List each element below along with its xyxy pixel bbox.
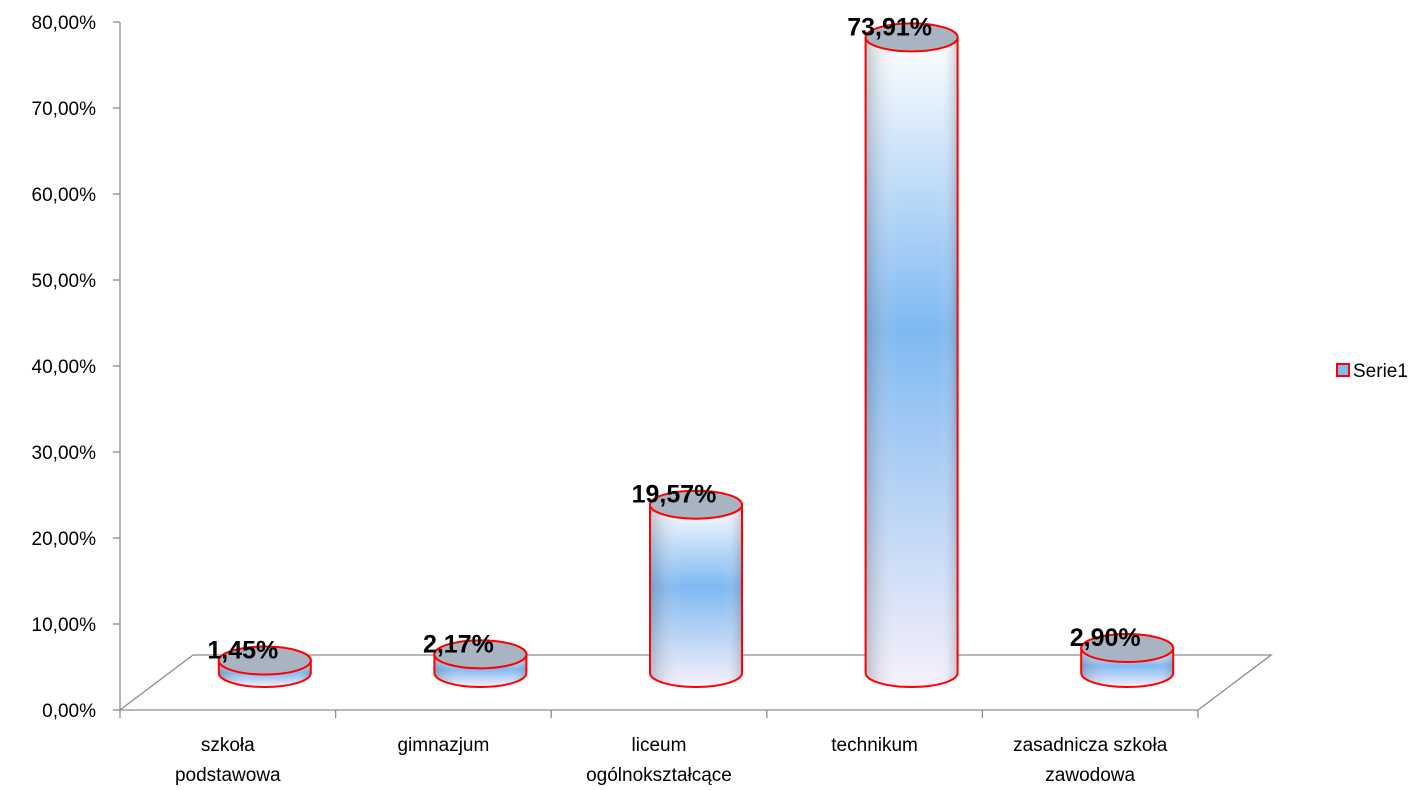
y-tick-label: 60,00% [32, 185, 97, 206]
y-tick-label: 10,00% [32, 615, 97, 636]
data-label: 2,90% [1070, 624, 1141, 652]
x-tick-label: zasadnicza szkoła zawodowa [1013, 735, 1168, 786]
bar [864, 22, 959, 688]
data-label: 73,91% [847, 13, 932, 41]
legend-label: Serie1 [1353, 361, 1408, 382]
bar-top [864, 22, 959, 53]
bar-body-outline [864, 36, 959, 688]
bars [217, 22, 1175, 688]
bar [433, 639, 528, 688]
bar-top [433, 639, 528, 670]
x-tick-label: liceum ogólnokształcące [586, 735, 732, 786]
data-labels: 1,45% 2,17% 19,57% 73,91% 2,90% [207, 13, 1140, 664]
y-tick-label: 30,00% [32, 443, 97, 464]
x-tick-label: gimnazjum [397, 735, 489, 756]
bar [649, 489, 743, 688]
bar-top [1080, 633, 1175, 664]
y-tick-label: 50,00% [32, 271, 97, 292]
y-tick-label: 0,00% [42, 701, 96, 722]
bar-body-outline [649, 503, 743, 688]
data-label: 19,57% [632, 481, 717, 509]
legend: Serie1 [1336, 361, 1408, 382]
y-tick-label: 80,00% [32, 13, 97, 34]
x-tick-label: szkoła podstawowa [175, 735, 281, 786]
bar-top [217, 645, 312, 676]
y-tick-label: 40,00% [32, 357, 97, 378]
legend-entry: Serie1 [1336, 361, 1408, 382]
bar [217, 645, 312, 688]
y-tick-label: 70,00% [32, 99, 97, 120]
data-label: 1,45% [207, 637, 278, 665]
bar [1080, 633, 1175, 688]
axes: 0,00% 10,00% 20,00% 30,00% 40,00% 50,00% 60,00… [32, 13, 1199, 786]
legend-swatch [1336, 363, 1350, 377]
bar-top [649, 489, 743, 520]
data-label: 2,17% [423, 630, 494, 658]
y-tick-label: 20,00% [32, 529, 97, 550]
x-tick-label: technikum [831, 735, 918, 756]
